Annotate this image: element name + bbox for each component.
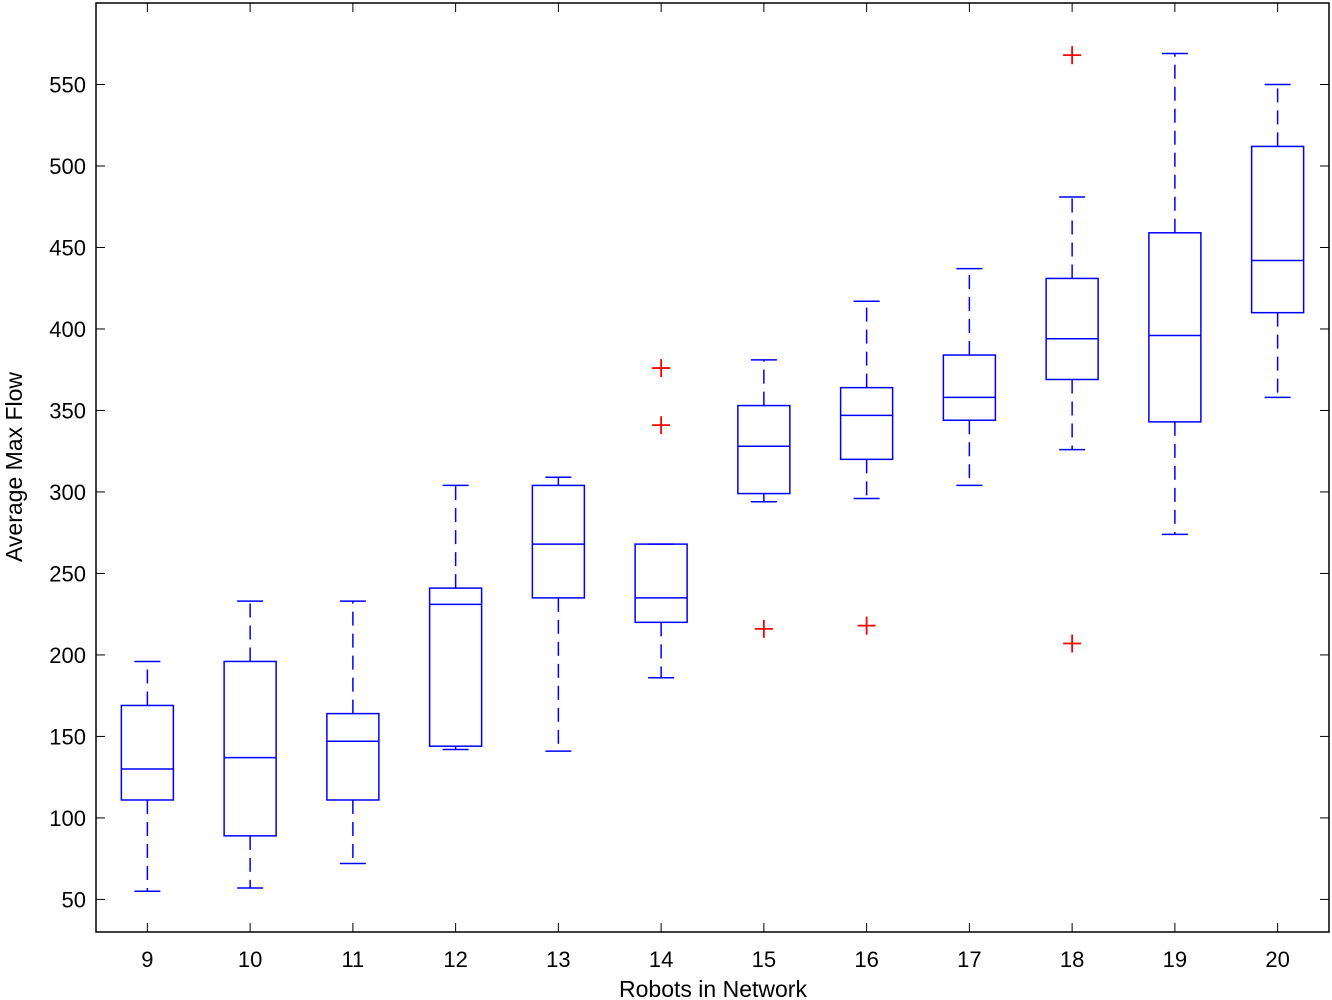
- box-18: [1045, 196, 1099, 451]
- iqr-box: [942, 354, 997, 421]
- box-20: [1250, 83, 1305, 399]
- y-tick-label: 500: [49, 154, 86, 179]
- iqr-box: [1250, 145, 1305, 314]
- y-tick-label: 450: [49, 235, 86, 260]
- boxes: [120, 52, 1305, 893]
- outlier-marker: [1063, 46, 1082, 65]
- box-9: [120, 660, 175, 893]
- x-tick-label: 11: [341, 947, 364, 972]
- iqr-box: [531, 484, 586, 599]
- y-tick-label: 150: [49, 724, 86, 749]
- box-16: [839, 300, 894, 500]
- iqr-box: [120, 704, 175, 801]
- box-15: [737, 359, 791, 503]
- box-14: [634, 543, 688, 679]
- x-tick-label: 12: [443, 947, 467, 972]
- x-tick-label: 10: [238, 947, 262, 972]
- outliers: [652, 46, 1082, 653]
- x-tick-label: 17: [957, 947, 981, 972]
- outlier-marker: [1063, 634, 1082, 653]
- y-axis: 50 100 150 200 250 300 350 400 450 500 550: [49, 72, 1329, 912]
- y-tick-label: 50: [62, 887, 86, 912]
- box-10: [223, 600, 277, 889]
- y-tick-label: 200: [49, 643, 86, 668]
- box-13: [531, 476, 586, 752]
- outlier-marker: [754, 619, 773, 638]
- x-tick-label: 16: [854, 947, 878, 972]
- y-tick-label: 350: [49, 398, 86, 423]
- iqr-box: [737, 404, 791, 495]
- x-tick-label: 18: [1060, 947, 1084, 972]
- iqr-box: [839, 386, 894, 461]
- iqr-box: [326, 712, 380, 801]
- y-tick-label: 250: [49, 561, 86, 586]
- y-tick-label: 100: [49, 806, 86, 831]
- box-17: [942, 267, 997, 487]
- iqr-box: [223, 660, 277, 837]
- box-19: [1148, 52, 1202, 536]
- outlier-marker: [857, 616, 876, 635]
- y-tick-label: 300: [49, 480, 86, 505]
- x-tick-label: 13: [546, 947, 570, 972]
- iqr-box: [428, 587, 483, 747]
- plot-area: [95, 2, 1330, 933]
- x-tick-label: 15: [752, 947, 776, 972]
- iqr-box: [634, 543, 688, 624]
- x-tick-label: 9: [141, 947, 153, 972]
- outlier-marker: [652, 416, 671, 435]
- box-12: [428, 484, 483, 751]
- x-tick-label: 14: [649, 947, 673, 972]
- box-11: [326, 600, 380, 865]
- x-tick-label: 19: [1163, 947, 1187, 972]
- x-tick-label: 20: [1265, 947, 1289, 972]
- x-axis-label: Robots in Network: [619, 976, 807, 1000]
- outlier-marker: [652, 359, 671, 378]
- iqr-box: [1045, 277, 1099, 381]
- iqr-box: [1148, 232, 1202, 423]
- y-axis-label: Average Max Flow: [1, 372, 27, 562]
- x-axis: 9 10 11 12 13 14 15 16 17 18 19 20: [141, 3, 1290, 972]
- y-tick-label: 550: [49, 72, 86, 97]
- y-tick-label: 400: [49, 317, 86, 342]
